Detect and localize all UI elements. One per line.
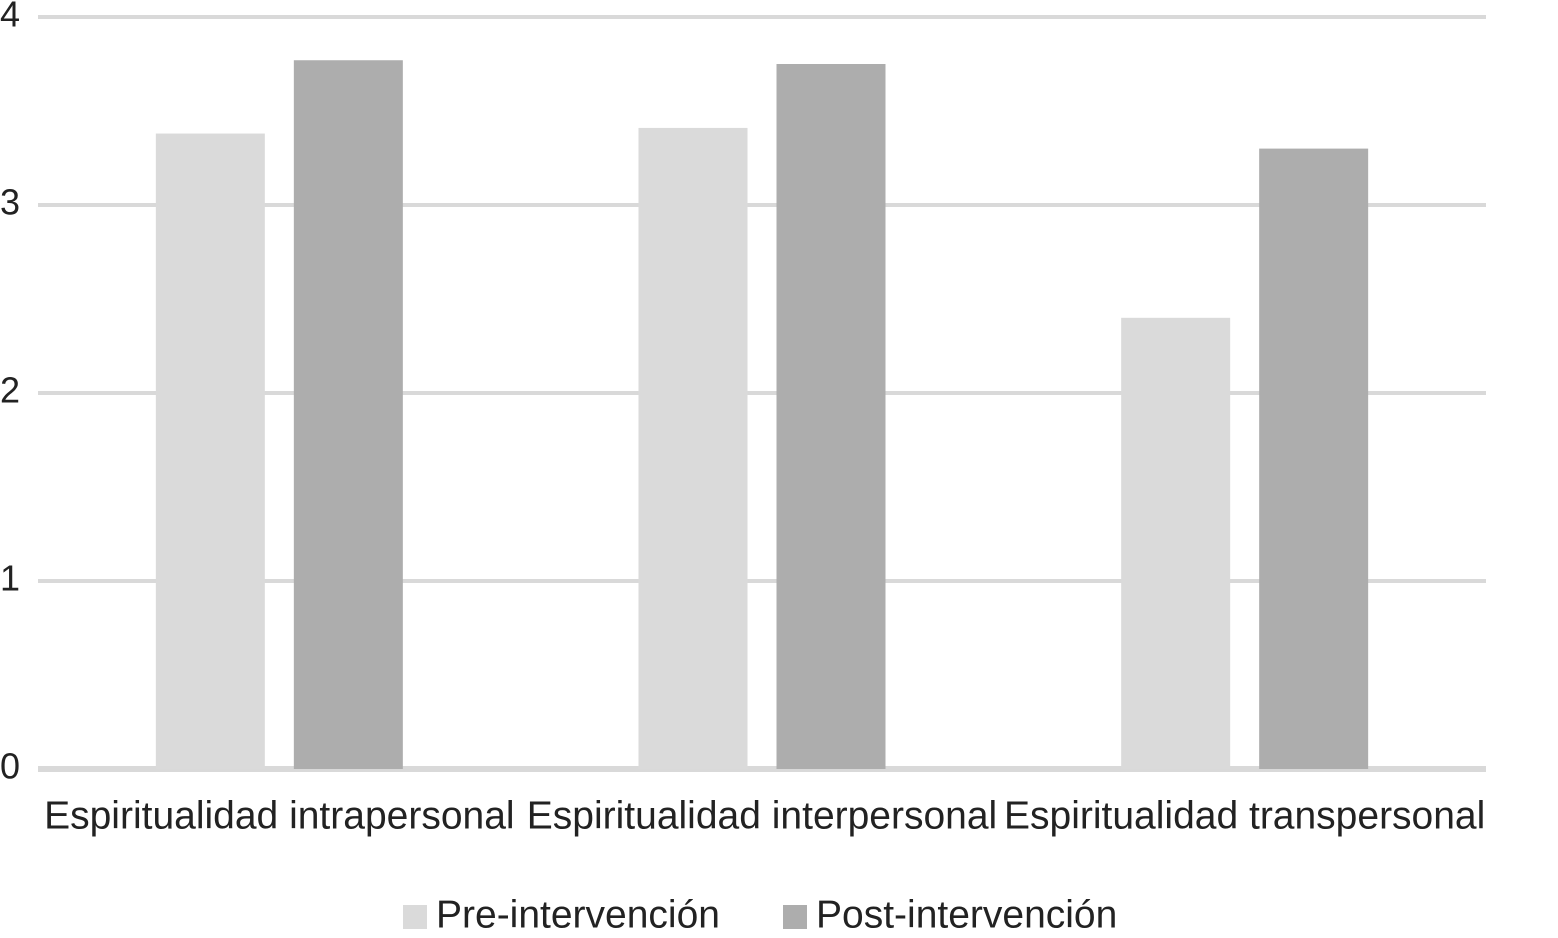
y-tick-label: 2 [0, 370, 20, 411]
legend-swatch [783, 905, 807, 929]
x-tick-label: Espiritualidad transpersonal [1004, 794, 1485, 837]
x-tick-label: Espiritualidad interpersonal [527, 794, 997, 837]
bar [1259, 148, 1369, 770]
bar [638, 127, 748, 770]
bar [776, 64, 886, 769]
legend-label: Post-intervención [816, 893, 1117, 933]
x-tick-label: Espiritualidad intrapersonal [44, 794, 514, 837]
y-tick-label: 1 [0, 558, 20, 599]
legend-label: Pre-intervención [436, 893, 720, 933]
y-tick-label: 0 [0, 746, 20, 787]
bar [1121, 317, 1231, 769]
bar [293, 60, 403, 770]
y-tick-label: 4 [0, 0, 20, 35]
bar [155, 133, 265, 769]
y-tick-label: 3 [0, 182, 20, 223]
legend-swatch [403, 905, 427, 929]
